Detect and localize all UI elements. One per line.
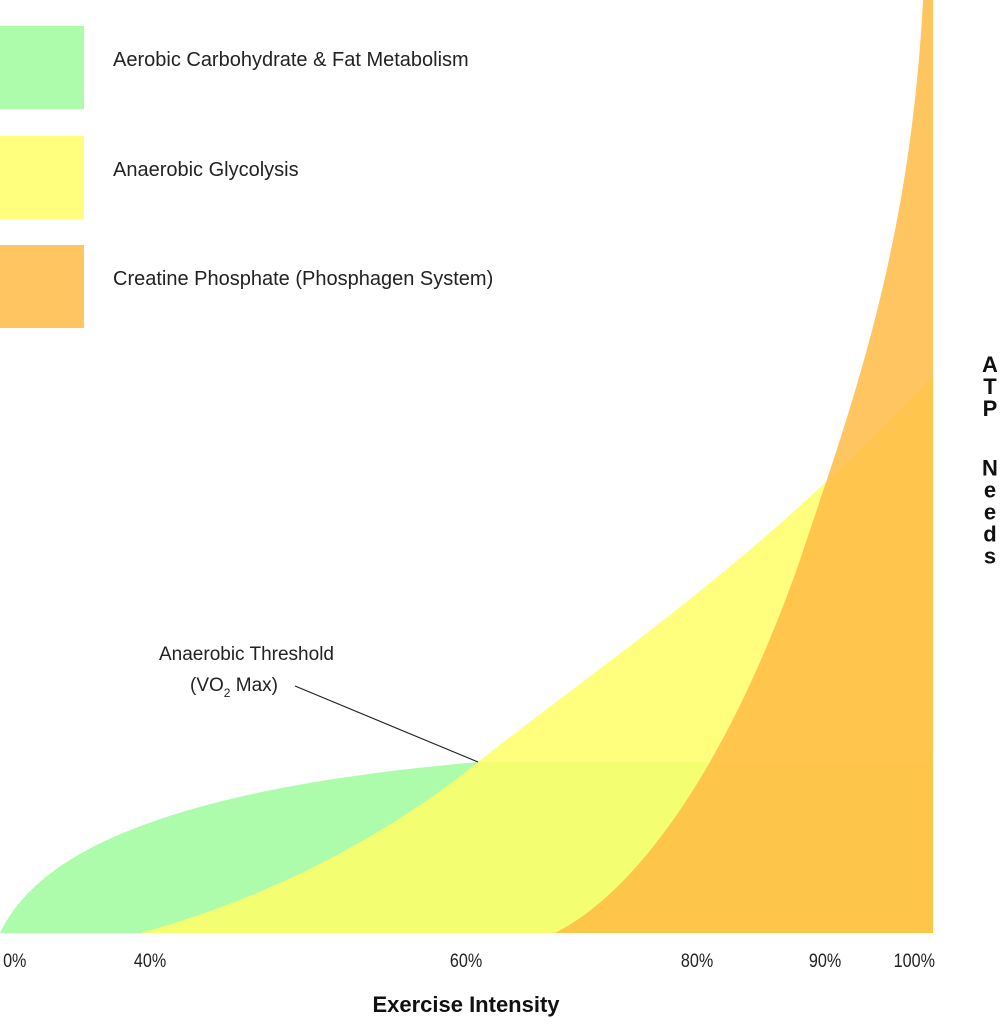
y-axis-title-letter: T xyxy=(983,374,997,399)
annotation-subtext: (VO2 Max) xyxy=(190,675,278,700)
plot-areas xyxy=(0,0,933,933)
legend-label-creatine: Creatine Phosphate (Phosphagen System) xyxy=(113,268,493,290)
annotation-title: Anaerobic Threshold xyxy=(159,644,334,665)
x-tick-label: 40% xyxy=(134,950,167,972)
y-axis-title-letter: d xyxy=(983,521,996,546)
y-axis-title-letter: N xyxy=(982,455,998,480)
legend: Aerobic Carbohydrate & Fat Metabolism An… xyxy=(0,26,493,328)
x-tick-label: 90% xyxy=(809,950,842,972)
y-axis-title-letter: A xyxy=(982,352,998,377)
y-axis-title-letter: s xyxy=(984,543,996,568)
annotation-anaerobic-threshold: Anaerobic Threshold (VO2 Max) xyxy=(159,644,479,763)
x-tick-label: 100% xyxy=(894,950,936,972)
legend-label-glycolysis: Anaerobic Glycolysis xyxy=(113,159,299,181)
x-tick-label: 0% xyxy=(3,950,27,972)
x-axis-title: Exercise Intensity xyxy=(372,992,560,1017)
y-axis-title-letter: P xyxy=(983,396,998,421)
y-axis-title-letter: e xyxy=(984,499,996,524)
legend-swatch-glycolysis xyxy=(0,136,84,219)
x-tick-label: 60% xyxy=(450,950,483,972)
x-tick-label: 80% xyxy=(681,950,714,972)
legend-swatch-creatine xyxy=(0,245,84,328)
x-axis-ticks: 0% 40% 60% 80% 90% 100% xyxy=(3,950,935,972)
y-axis-title-letter: e xyxy=(984,477,996,502)
legend-label-aerobic: Aerobic Carbohydrate & Fat Metabolism xyxy=(113,49,469,71)
area-creatine-phosphate xyxy=(555,0,933,933)
annotation-leader-line xyxy=(294,685,479,763)
legend-swatch-aerobic xyxy=(0,26,84,109)
